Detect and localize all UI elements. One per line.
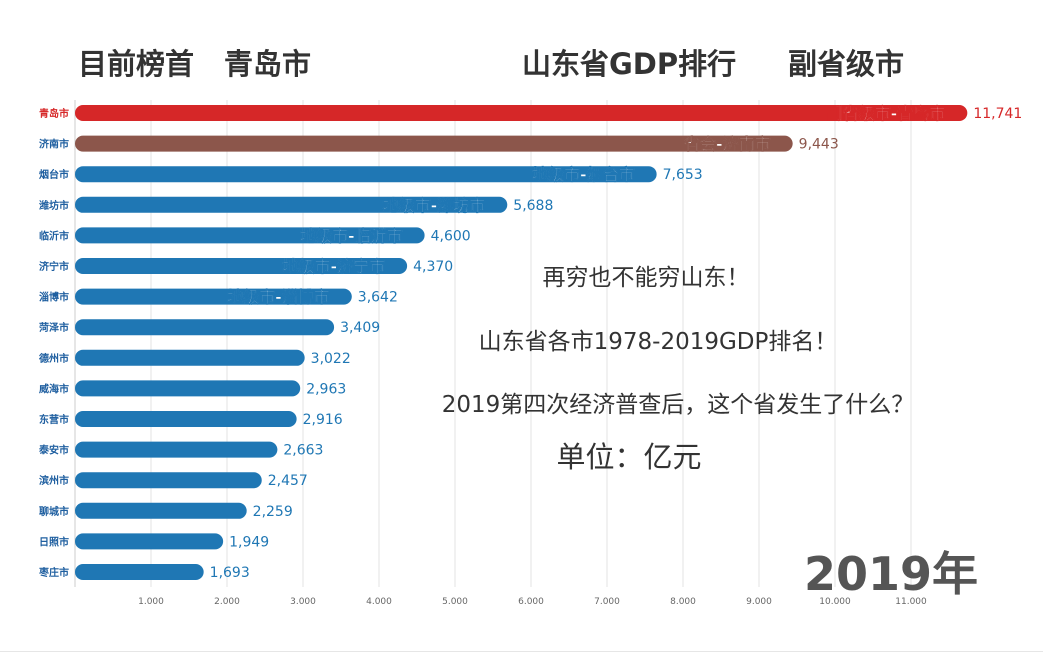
bar	[75, 196, 508, 213]
value-label: 2,457	[268, 473, 308, 489]
leader-label: 目前榜首	[78, 47, 195, 81]
bar-label: 地级市-淄博市	[227, 288, 330, 307]
category-label: 聊城市	[39, 505, 69, 518]
bar	[75, 441, 278, 458]
value-label: 2,916	[303, 412, 343, 428]
category-label: 潍坊市	[39, 199, 69, 212]
category-label: 淄博市	[39, 291, 69, 304]
leader-category: 副省级市	[788, 47, 905, 81]
x-tick-label: 8.000	[670, 597, 696, 607]
bar-label: 地级市-烟台市	[532, 165, 635, 184]
value-label: 2,963	[306, 381, 346, 397]
year-label: 2019年	[804, 547, 979, 601]
x-tick-label: 3.000	[290, 597, 316, 607]
x-tick-label: 5.000	[442, 597, 468, 607]
category-label: 滨州市	[39, 474, 69, 487]
value-label: 2,259	[253, 504, 293, 520]
value-label: 2,663	[283, 443, 323, 459]
bar	[75, 349, 305, 366]
value-label: 3,409	[340, 320, 380, 336]
category-label: 东营市	[39, 413, 69, 426]
category-label: 青岛市	[39, 107, 69, 120]
value-label: 4,600	[431, 228, 471, 244]
value-label: 3,642	[358, 290, 398, 306]
category-label: 泰安市	[38, 444, 69, 457]
unit-label: 单位：亿元	[556, 440, 702, 474]
bar	[75, 319, 335, 336]
category-label: 临沂市	[39, 229, 69, 242]
bar-label: 省会-济南市	[683, 135, 771, 154]
bar	[75, 533, 224, 550]
x-tick-label: 9.000	[746, 597, 772, 607]
bar	[75, 380, 301, 397]
x-tick-label: 6.000	[518, 597, 544, 607]
category-label: 枣庄市	[38, 566, 69, 579]
bar-label: 地级市-济宁市	[282, 257, 385, 276]
value-label: 11,741	[973, 106, 1022, 122]
bar-label: 地级市-潍坊市	[383, 196, 486, 215]
bar	[75, 502, 247, 519]
bar	[75, 411, 297, 427]
bar	[75, 564, 204, 580]
x-tick-label: 7.000	[594, 597, 620, 607]
overlay-line-1: 再穷也不能穷山东！	[542, 265, 750, 291]
x-tick-label: 11.000	[895, 597, 927, 607]
bar-label: 地级市-临沂市	[300, 226, 403, 245]
bar	[75, 288, 352, 305]
value-label: 7,653	[663, 167, 703, 183]
overlay-line-2: 山东省各市1978-2019GDP排名！	[478, 329, 838, 355]
bar-label: 副省级市-青岛市	[827, 104, 946, 123]
bar	[75, 227, 425, 244]
x-tick-label: 4.000	[366, 597, 392, 607]
bar	[75, 258, 408, 274]
category-label: 烟台市	[39, 168, 69, 181]
bar	[75, 105, 968, 121]
value-label: 5,688	[513, 198, 553, 214]
value-label: 9,443	[799, 137, 839, 153]
value-label: 1,949	[229, 534, 269, 550]
value-label: 4,370	[413, 259, 453, 275]
category-label: 济宁市	[39, 260, 69, 273]
bar	[75, 472, 262, 489]
bar	[75, 135, 793, 152]
leader-name: 青岛市	[224, 47, 312, 81]
category-label: 威海市	[39, 382, 69, 395]
bar	[75, 166, 657, 183]
overlay-line-3: 2019第四次经济普查后，这个省发生了什么？	[441, 392, 915, 418]
x-tick-label: 10.000	[819, 597, 851, 607]
x-tick-label: 2.000	[214, 597, 240, 607]
category-label: 日照市	[39, 535, 69, 548]
x-tick-label: 1.000	[138, 597, 164, 607]
value-label: 1,693	[210, 565, 250, 581]
value-label: 3,022	[311, 351, 351, 367]
category-label: 菏泽市	[39, 321, 69, 334]
category-label: 济南市	[39, 138, 69, 151]
category-label: 德州市	[38, 352, 69, 365]
chart-title: 山东省GDP排行	[522, 47, 737, 81]
